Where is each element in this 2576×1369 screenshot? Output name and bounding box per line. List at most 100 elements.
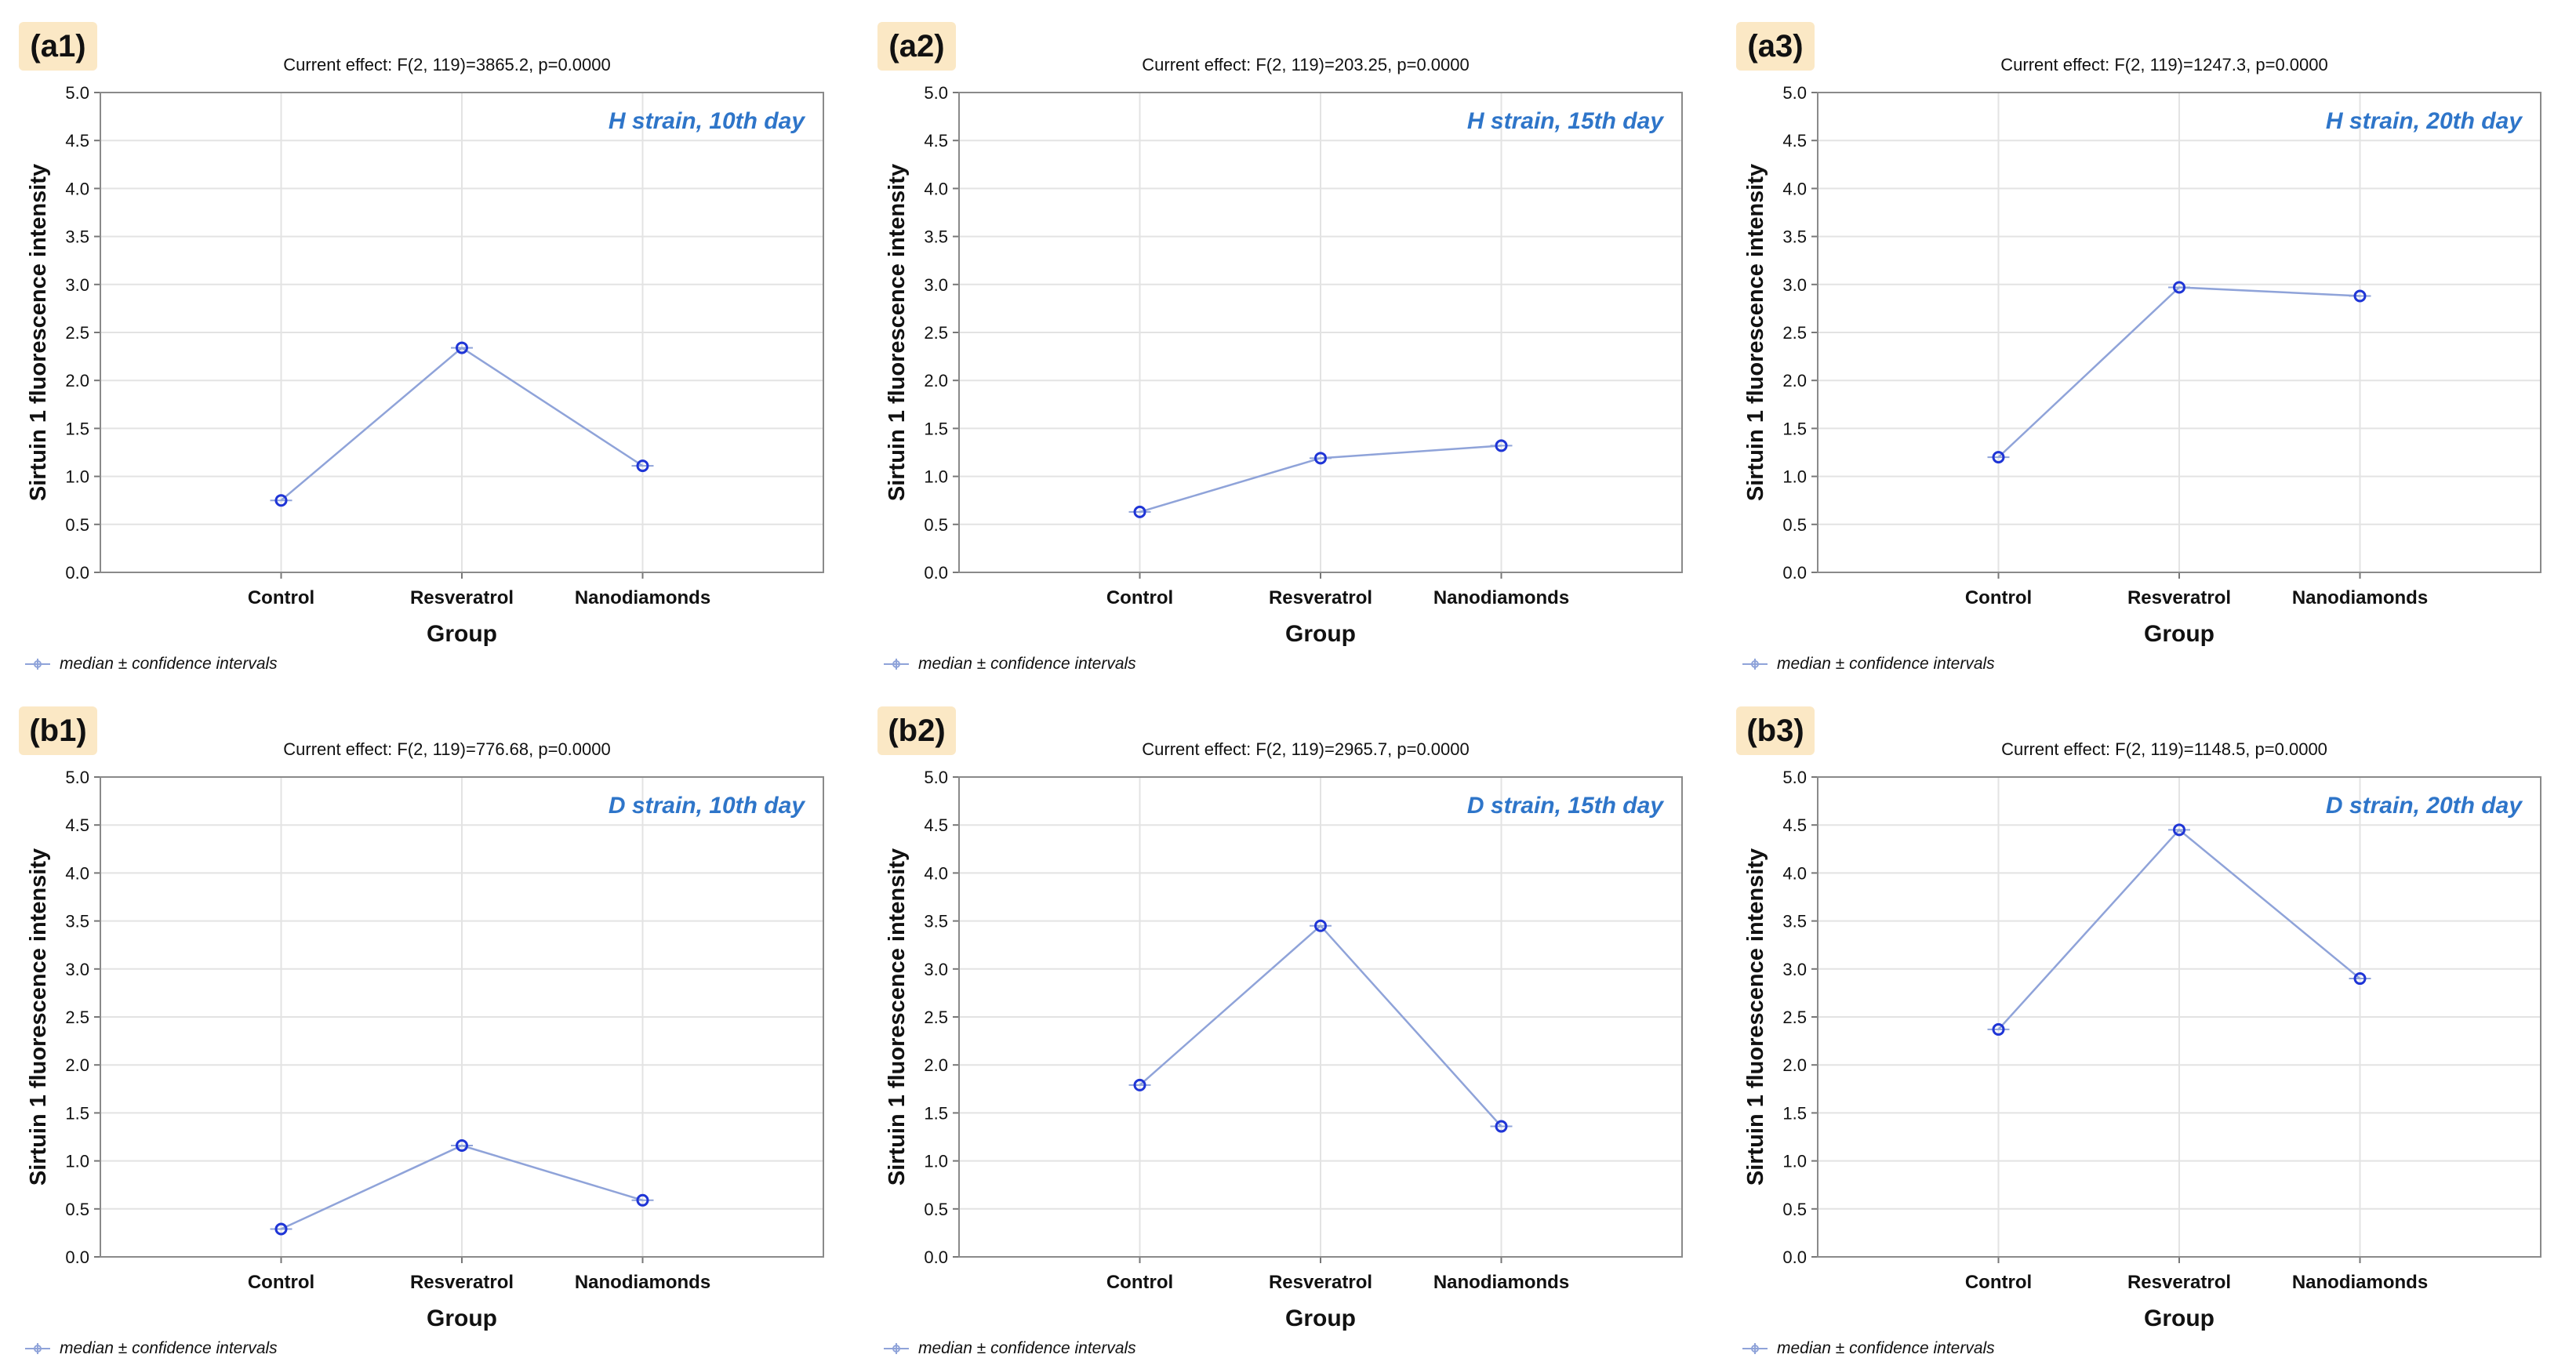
- y-tick-label: 4.0: [924, 863, 948, 883]
- y-tick-label: 0.0: [924, 1247, 948, 1267]
- chart-title: D strain, 15th day: [1467, 793, 1664, 819]
- effect-text: Current effect: F(2, 119)=1148.5, p=0.00…: [2001, 739, 2327, 759]
- y-tick-label: 3.5: [1782, 912, 1807, 931]
- effect-text: Current effect: F(2, 119)=1247.3, p=0.00…: [2000, 55, 2328, 74]
- y-tick-label: 4.0: [65, 179, 89, 198]
- y-tick-label: 3.5: [65, 912, 89, 931]
- y-tick-label: 2.5: [65, 323, 89, 343]
- data-point: [2353, 289, 2367, 303]
- x-axis-label: Group: [427, 1305, 497, 1331]
- chart-title: D strain, 10th day: [609, 793, 805, 819]
- y-tick-label: 1.0: [1782, 467, 1807, 487]
- legend: median ± confidence intervals: [24, 1337, 278, 1360]
- plot-frame: [958, 776, 1683, 1258]
- y-tick-label: 3.5: [1782, 227, 1807, 247]
- data-point: [274, 1222, 288, 1236]
- data-point: [2353, 972, 2367, 986]
- legend-label: median ± confidence intervals: [1777, 655, 1995, 673]
- y-tick-label: 0.5: [65, 1200, 89, 1219]
- y-tick-label: 0.0: [1782, 1247, 1807, 1267]
- data-point: [1992, 451, 2005, 464]
- panel-tag: (b1): [19, 706, 97, 755]
- x-axis-label: Group: [427, 621, 497, 647]
- data-point: [456, 341, 468, 354]
- chart-svg: 0.0 0.5 1.0 1.5 2.0 2.5 3.0 3.5 4.0 4.5 5.0 Control…: [885, 83, 1683, 647]
- data-point: [636, 1193, 649, 1207]
- y-tick-label: 2.5: [924, 323, 948, 343]
- y-tick-label: 2.5: [924, 1008, 948, 1027]
- x-tick-label: Nanodiamonds: [575, 587, 710, 608]
- y-tick-label: 0.5: [924, 515, 948, 535]
- y-tick-label: 4.0: [924, 179, 948, 198]
- y-tick-label: 2.5: [1782, 323, 1807, 343]
- y-axis-label: Sirtuin 1 fluorescence intensity: [1743, 164, 1768, 501]
- effect-text: Current effect: F(2, 119)=2965.7, p=0.00…: [1142, 739, 1470, 759]
- y-tick-label: 2.0: [924, 1055, 948, 1075]
- data-point: [1992, 1022, 2005, 1036]
- legend-label: median ± confidence intervals: [1777, 1339, 1995, 1357]
- legend-label: median ± confidence intervals: [60, 1339, 278, 1357]
- chart-title: H strain, 10th day: [609, 108, 805, 134]
- legend-label: median ± confidence intervals: [60, 655, 278, 673]
- data-point: [2173, 281, 2185, 294]
- data-point: [1495, 1120, 1508, 1133]
- panel-a2: (a2) Current effect: F(2, 119)=203.25, p…: [859, 0, 1717, 684]
- y-axis-label: Sirtuin 1 fluorescence intensity: [1743, 848, 1768, 1186]
- y-tick-label: 0.5: [1782, 515, 1807, 535]
- legend-marker-icon: [1742, 1343, 1768, 1354]
- y-tick-label: 2.0: [1782, 371, 1807, 390]
- x-tick-label: Resveratrol: [2127, 587, 2231, 608]
- y-tick-label: 3.0: [924, 960, 948, 979]
- y-tick-label: 1.5: [924, 419, 948, 438]
- chart-svg: 0.0 0.5 1.0 1.5 2.0 2.5 3.0 3.5 4.0 4.5 5.0 Control…: [26, 83, 824, 647]
- chart-svg: 0.0 0.5 1.0 1.5 2.0 2.5 3.0 3.5 4.0 4.5 5.0 Control…: [1743, 768, 2541, 1331]
- y-tick-label: 5.0: [1782, 83, 1807, 103]
- y-tick-label: 0.0: [924, 563, 948, 583]
- data-point: [274, 494, 288, 507]
- panel-tag: (a2): [877, 22, 956, 71]
- legend: median ± confidence intervals: [1741, 652, 1995, 676]
- data-point: [636, 459, 649, 473]
- panel-b1: (b1) Current effect: F(2, 119)=776.68, p…: [0, 684, 859, 1369]
- y-tick-label: 5.0: [65, 83, 89, 103]
- effect-text: Current effect: F(2, 119)=3865.2, p=0.00…: [283, 55, 611, 74]
- x-tick-label: Resveratrol: [2127, 1272, 2231, 1293]
- legend: median ± confidence intervals: [24, 652, 278, 676]
- y-tick-label: 0.5: [1782, 1200, 1807, 1219]
- plot-frame: [100, 92, 824, 573]
- y-tick-label: 2.5: [65, 1008, 89, 1027]
- legend-marker-icon: [25, 659, 50, 670]
- y-tick-label: 2.0: [924, 371, 948, 390]
- legend-marker-icon: [25, 1343, 50, 1354]
- panel-b2: (b2) Current effect: F(2, 119)=2965.7, p…: [859, 684, 1717, 1369]
- panel-a3: (a3) Current effect: F(2, 119)=1247.3, p…: [1717, 0, 2576, 684]
- y-tick-label: 4.5: [924, 131, 948, 151]
- y-tick-label: 4.0: [1782, 179, 1807, 198]
- chart-title: H strain, 15th day: [1467, 108, 1664, 134]
- y-tick-label: 5.0: [1782, 768, 1807, 787]
- y-tick-label: 4.0: [65, 863, 89, 883]
- x-tick-label: Control: [248, 1272, 314, 1293]
- y-tick-label: 1.0: [924, 467, 948, 487]
- effect-text: Current effect: F(2, 119)=203.25, p=0.00…: [1142, 55, 1470, 74]
- legend-label: median ± confidence intervals: [918, 1339, 1136, 1357]
- x-tick-label: Resveratrol: [410, 587, 514, 608]
- y-tick-label: 3.5: [65, 227, 89, 247]
- y-axis-label: Sirtuin 1 fluorescence intensity: [26, 848, 51, 1186]
- x-tick-label: Control: [1965, 1272, 2032, 1293]
- y-axis-label: Sirtuin 1 fluorescence intensity: [885, 848, 910, 1186]
- plot-frame: [100, 776, 824, 1258]
- y-tick-label: 3.0: [1782, 275, 1807, 295]
- y-tick-label: 2.0: [65, 1055, 89, 1075]
- legend-marker-icon: [1742, 659, 1768, 670]
- y-tick-label: 5.0: [924, 768, 948, 787]
- legend: median ± confidence intervals: [882, 1337, 1136, 1360]
- y-tick-label: 1.5: [65, 1103, 89, 1123]
- y-tick-label: 2.0: [65, 371, 89, 390]
- y-tick-label: 3.0: [65, 275, 89, 295]
- chart-svg: 0.0 0.5 1.0 1.5 2.0 2.5 3.0 3.5 4.0 4.5 5.0 Control…: [885, 768, 1683, 1331]
- x-axis-label: Group: [2144, 621, 2214, 647]
- chart-svg: 0.0 0.5 1.0 1.5 2.0 2.5 3.0 3.5 4.0 4.5 5.0 Control…: [1743, 83, 2541, 647]
- y-tick-label: 1.5: [1782, 1103, 1807, 1123]
- y-tick-label: 1.0: [1782, 1152, 1807, 1171]
